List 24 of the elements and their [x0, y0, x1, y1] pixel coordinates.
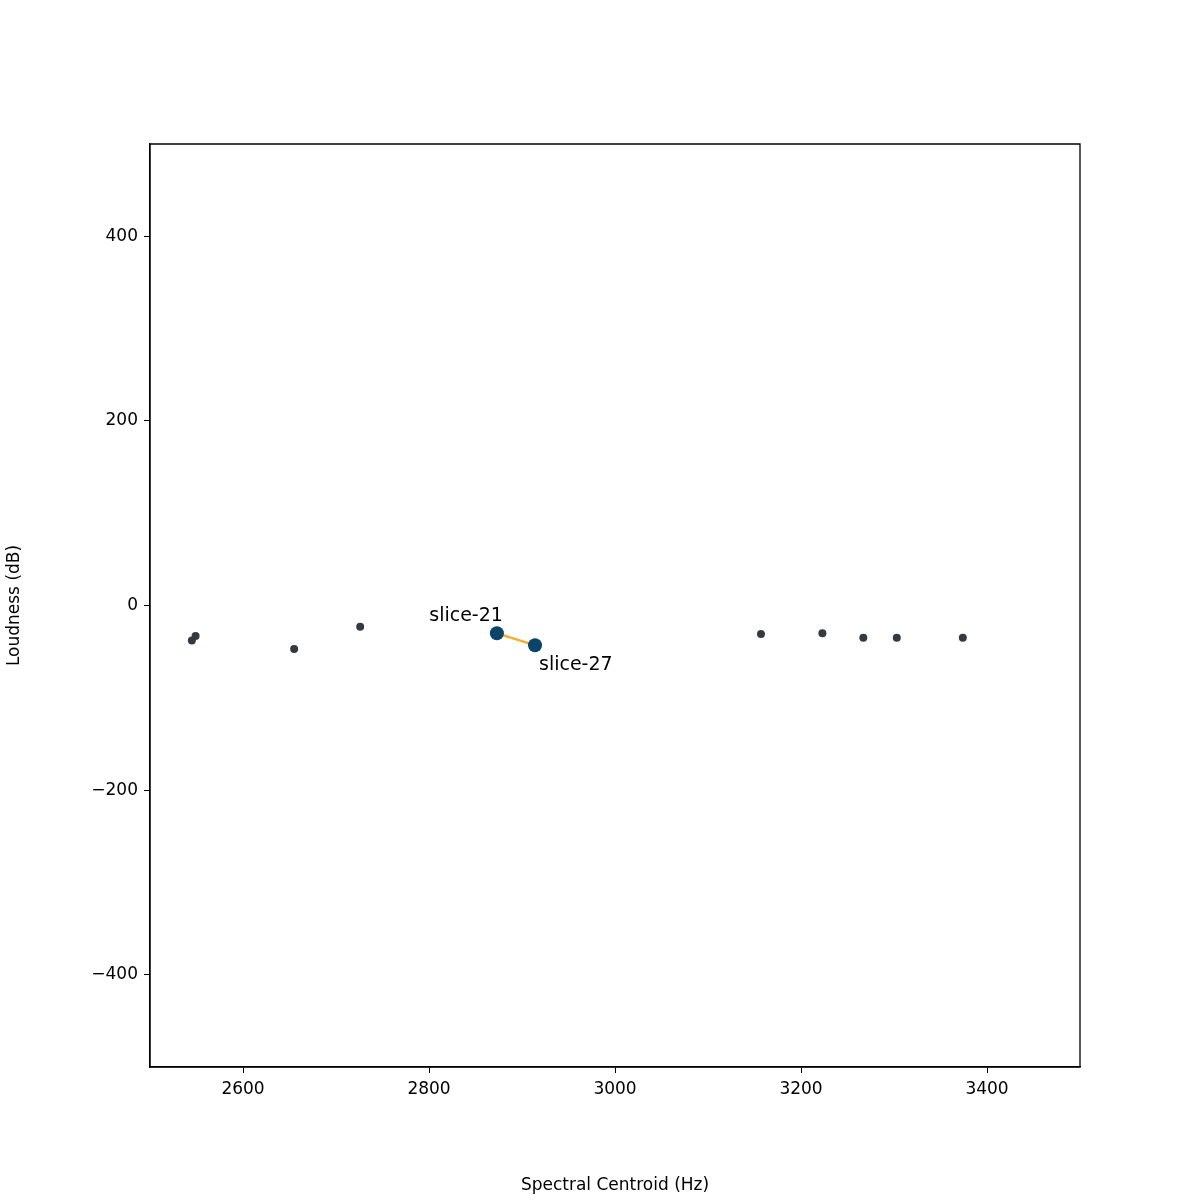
y-tick-label: 200 [105, 409, 138, 430]
point [290, 644, 299, 653]
point [818, 629, 827, 638]
x-tick-label: 3400 [965, 1077, 1009, 1098]
point [859, 633, 868, 642]
x-tick-label: 3000 [593, 1077, 637, 1098]
point [191, 631, 200, 640]
annotation: slice-27 [539, 651, 613, 674]
y-tick-label: 400 [105, 224, 138, 245]
point [356, 622, 365, 631]
point [489, 626, 504, 641]
point [892, 633, 901, 642]
y-axis-title: Loudness (dB) [2, 544, 23, 667]
point [958, 633, 967, 642]
x-tick-label: 2600 [221, 1077, 265, 1098]
y-tick-label: −400 [91, 963, 138, 984]
point [757, 630, 766, 639]
x-tick-label: 2800 [407, 1077, 451, 1098]
point [528, 638, 543, 653]
x-axis-title: Spectral Centroid (Hz) [520, 1174, 710, 1195]
y-tick-label: 0 [127, 593, 138, 614]
x-tick-label: 3200 [779, 1077, 823, 1098]
annotation: slice-21 [429, 602, 503, 625]
y-tick-label: −200 [91, 778, 138, 799]
